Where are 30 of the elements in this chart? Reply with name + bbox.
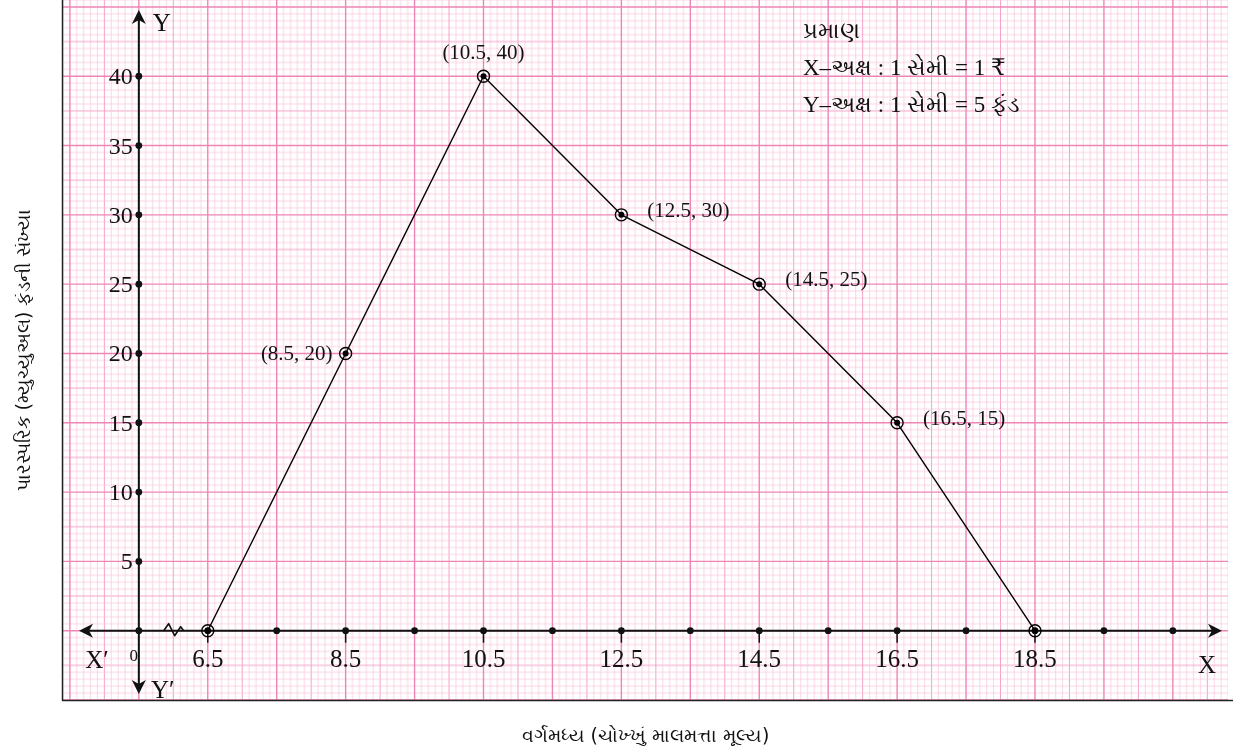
y-tick-label: 35 <box>108 132 133 159</box>
y-tick-label: 10 <box>108 479 133 506</box>
y-tick-label: 30 <box>108 201 133 228</box>
annotation: (8.5, 20) <box>260 341 333 366</box>
annotation: Y <box>152 9 171 36</box>
annotation: X–અક્ષ : 1 સેમી = 1 ₹ <box>803 55 1006 80</box>
x-tick-label: 16.5 <box>875 644 919 672</box>
annotation: (12.5, 30) <box>647 197 730 222</box>
x-tick-label: 18.5 <box>1013 644 1057 672</box>
annotation: (16.5, 15) <box>923 405 1006 430</box>
annotation: 0 <box>129 645 139 665</box>
y-tick-label: 5 <box>120 548 133 575</box>
annotation: Y–અક્ષ : 1 સેમી = 5 ફંડ <box>803 92 1020 117</box>
x-tick-label: 10.5 <box>461 644 506 672</box>
x-tick-label: 14.5 <box>737 644 782 672</box>
x-tick-label: 12.5 <box>599 644 644 672</box>
annotation: (14.5, 25) <box>785 267 868 292</box>
x-tick-label: 6.5 <box>192 644 224 672</box>
y-tick-label: 40 <box>108 63 133 90</box>
annotation: X′ <box>85 645 109 673</box>
y-axis-title: પારસ્પરિક (મ્યુચ્યુઅલ) ફંડની સંખ્યા <box>12 208 34 492</box>
x-tick-label: 8.5 <box>330 644 362 672</box>
annotation: પ્રમાણ <box>803 18 860 43</box>
x-axis-title: વર્ગમધ્ય (ચોખ્ખું માલમત્તા મૂલ્ય) <box>521 724 770 746</box>
y-tick-label: 20 <box>108 340 133 367</box>
y-tick-label: 25 <box>108 271 133 298</box>
annotation: Y′ <box>151 676 175 703</box>
annotation: (10.5, 40) <box>442 40 525 65</box>
y-tick-label: 15 <box>108 409 133 436</box>
annotation: X <box>1197 650 1217 678</box>
